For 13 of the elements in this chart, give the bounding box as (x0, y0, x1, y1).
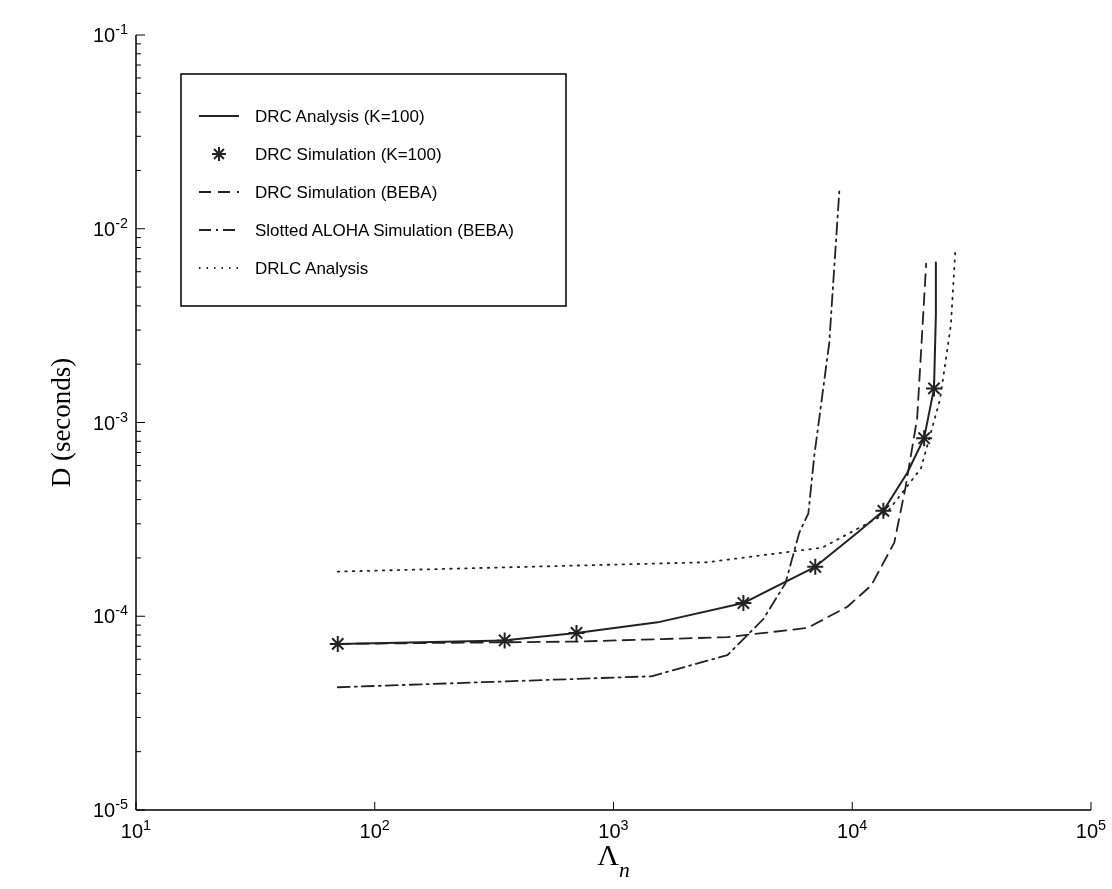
y-tick-label: 10$^{-4}$ (92, 602, 128, 628)
legend-label: DRC Simulation (BEBA) (255, 183, 438, 202)
y-tick-label: 10$^{-2}$ (92, 214, 128, 240)
legend-label: DRC Simulation (K=100) (255, 145, 442, 164)
x-tick-label: 10$^{4}$ (837, 817, 868, 842)
x-tick-label: 10$^{2}$ (359, 817, 390, 842)
y-tick-label: 10$^{-1}$ (92, 21, 128, 46)
y-tick-label: 10$^{-3}$ (92, 408, 128, 434)
y-axis-title: D (seconds) (46, 357, 76, 488)
legend-label: DRC Analysis (K=100) (255, 107, 425, 126)
legend-label: Slotted ALOHA Simulation (BEBA) (255, 221, 514, 240)
legend-label: DRLC Analysis (255, 259, 369, 278)
x-tick-label: 10$^{5}$ (1075, 817, 1107, 842)
